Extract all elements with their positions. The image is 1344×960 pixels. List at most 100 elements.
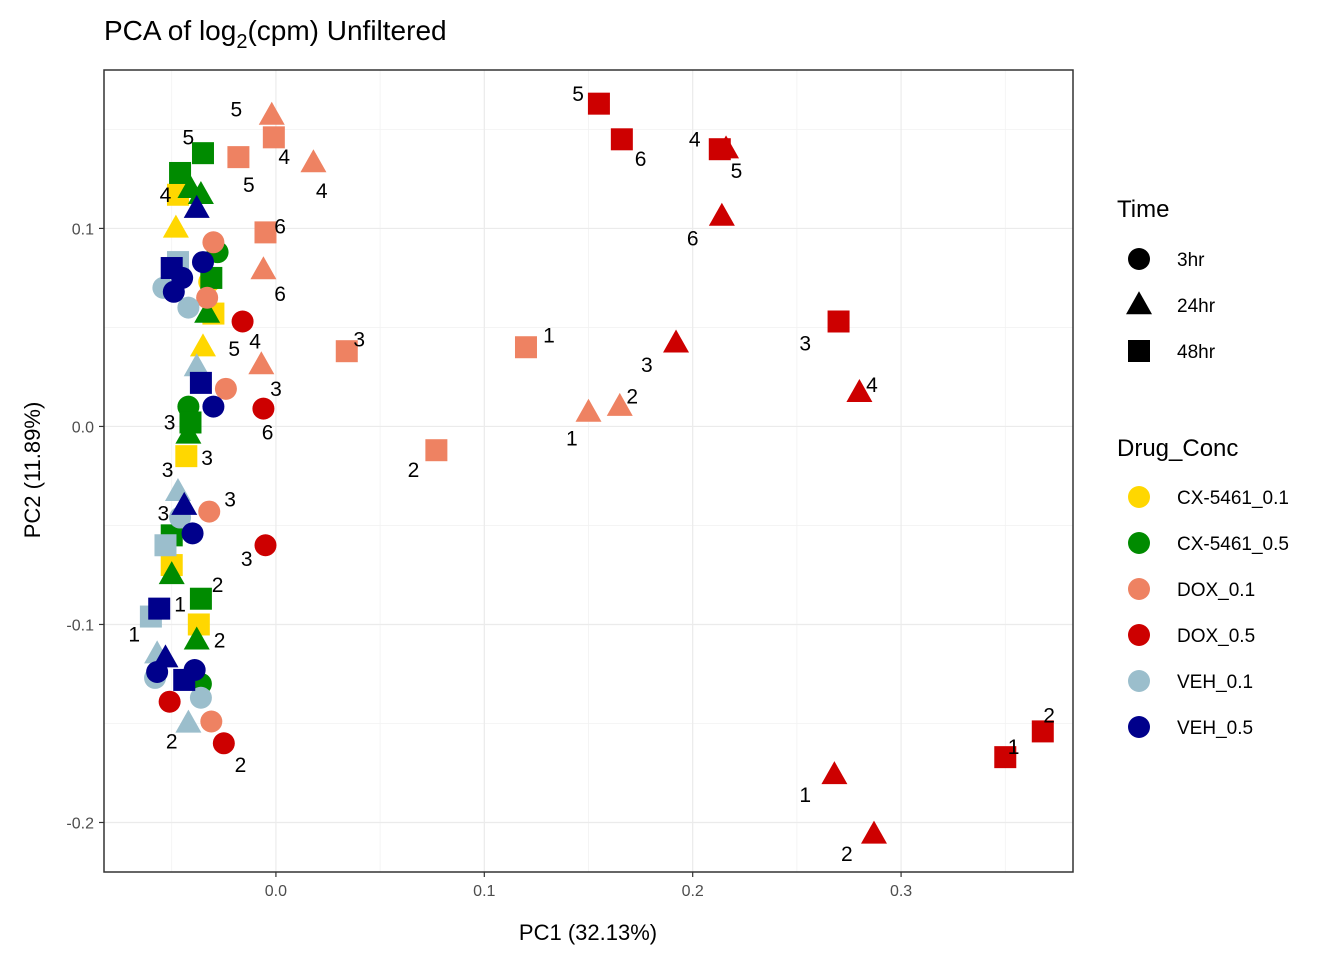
- data-point-square: [169, 161, 192, 184]
- data-point-square: [425, 439, 448, 462]
- y-tick-label: -0.1: [66, 617, 94, 634]
- point-label: 3: [799, 332, 811, 355]
- point-label: 2: [212, 574, 224, 597]
- chart-title-rest: (cpm) Unfiltered: [247, 15, 446, 46]
- point-label: 5: [731, 160, 743, 183]
- data-point-circle: [177, 296, 200, 319]
- x-tick-label: 0.1: [473, 883, 495, 900]
- data-point-triangle: [171, 491, 198, 515]
- point-label: 1: [799, 784, 811, 807]
- point-label: 6: [274, 283, 286, 306]
- data-point-square: [148, 597, 171, 620]
- legend-time-label: 24hr: [1177, 296, 1216, 317]
- data-point-square: [610, 128, 633, 151]
- point-label: 2: [235, 754, 247, 777]
- data-point-circle: [162, 280, 185, 303]
- data-point-square: [227, 146, 250, 169]
- point-label: 5: [572, 83, 584, 106]
- legend-time-key-square: [1128, 340, 1150, 362]
- legend-time-key-circle: [1128, 248, 1150, 270]
- data-point-square: [335, 340, 358, 363]
- data-point-triangle: [300, 149, 327, 173]
- data-point-square: [189, 371, 212, 394]
- data-point-triangle: [189, 333, 216, 357]
- point-label: 1: [566, 427, 578, 450]
- x-axis-title: PC1 (32.13%): [519, 920, 657, 945]
- data-point-circle: [231, 310, 254, 333]
- data-point-triangle: [194, 299, 221, 323]
- data-point-circle: [212, 732, 235, 755]
- data-point-circle: [196, 286, 219, 309]
- data-point-circle: [198, 500, 221, 523]
- point-label: 2: [626, 386, 638, 409]
- point-label: 3: [164, 411, 176, 434]
- point-label: 5: [230, 99, 242, 122]
- point-label: 6: [687, 227, 699, 250]
- legend-drug-title: Drug_Conc: [1117, 435, 1238, 462]
- x-tick-label: 0.3: [890, 883, 912, 900]
- legend-time-label: 48hr: [1177, 342, 1216, 363]
- legend-drug-label: DOX_0.1: [1177, 580, 1255, 601]
- x-tick-label: 0.0: [265, 883, 287, 900]
- data-point-square: [514, 336, 537, 359]
- data-point-triangle: [162, 214, 189, 238]
- data-point-circle: [158, 690, 181, 713]
- legend-drug-key: [1128, 624, 1150, 646]
- y-tick-label: -0.2: [66, 815, 94, 832]
- data-point-triangle: [846, 378, 873, 402]
- data-point-circle: [200, 710, 223, 733]
- legend-drug-conc: Drug_Conc CX-5461_0.1 CX-5461_0.5 DOX_0.1 D…: [1117, 435, 1289, 739]
- point-label: 3: [353, 328, 365, 351]
- data-point-triangle: [183, 194, 210, 218]
- point-label: 3: [241, 548, 253, 571]
- point-label: 2: [1043, 705, 1055, 728]
- data-point-triangle: [708, 202, 735, 226]
- plot-panel-border: [103, 69, 1074, 873]
- data-point-circle: [146, 660, 169, 683]
- y-tick-label: 0.1: [72, 221, 94, 238]
- point-label: 1: [543, 324, 555, 347]
- data-point-triangle: [663, 329, 690, 353]
- data-point-triangle: [713, 135, 740, 159]
- data-point-triangle: [248, 351, 275, 375]
- legend-drug-label: VEH_0.5: [1177, 718, 1253, 739]
- data-point-triangle: [860, 820, 887, 844]
- point-label: 5: [228, 338, 240, 361]
- y-axis: -0.2 -0.1 0.0 0.1: [66, 221, 104, 832]
- legend-drug-key: [1128, 716, 1150, 738]
- point-label: 5: [243, 174, 255, 197]
- data-point-square: [173, 668, 196, 691]
- legend-time-label: 3hr: [1177, 250, 1205, 271]
- data-point-square: [587, 92, 610, 115]
- y-tick-label: 0.0: [72, 419, 94, 436]
- data-point-triangle: [606, 392, 633, 416]
- point-label: 1: [174, 594, 186, 617]
- y-axis-title: PC2 (11.89%): [20, 402, 45, 539]
- point-label: 4: [278, 146, 290, 169]
- data-point-square: [175, 445, 198, 468]
- data-point-circle: [202, 395, 225, 418]
- data-point-triangle: [250, 256, 277, 280]
- data-point-circle: [181, 522, 204, 545]
- data-point-square: [827, 310, 850, 333]
- x-tick-label: 0.2: [682, 883, 704, 900]
- legend-time: Time 3hr 24hr 48hr: [1117, 196, 1216, 363]
- data-point-circle: [189, 686, 212, 709]
- legend-drug-label: CX-5461_0.5: [1177, 534, 1289, 555]
- data-point-triangle: [158, 561, 185, 585]
- chart-title: PCA of log2(cpm) Unfiltered: [104, 15, 447, 53]
- point-label: 6: [262, 421, 274, 444]
- x-axis: 0.0 0.1 0.2 0.3: [265, 872, 912, 900]
- legend-drug-label: VEH_0.1: [1177, 672, 1253, 693]
- point-label: 3: [162, 459, 174, 482]
- data-point-triangle: [183, 353, 210, 377]
- data-point-triangle: [575, 398, 602, 422]
- point-label: 3: [158, 503, 170, 526]
- data-point-circle: [214, 377, 237, 400]
- point-label: 3: [641, 354, 653, 377]
- point-label: 2: [841, 843, 853, 866]
- point-label: 2: [408, 459, 420, 482]
- point-label: 4: [160, 184, 172, 207]
- data-point-square: [1031, 720, 1054, 743]
